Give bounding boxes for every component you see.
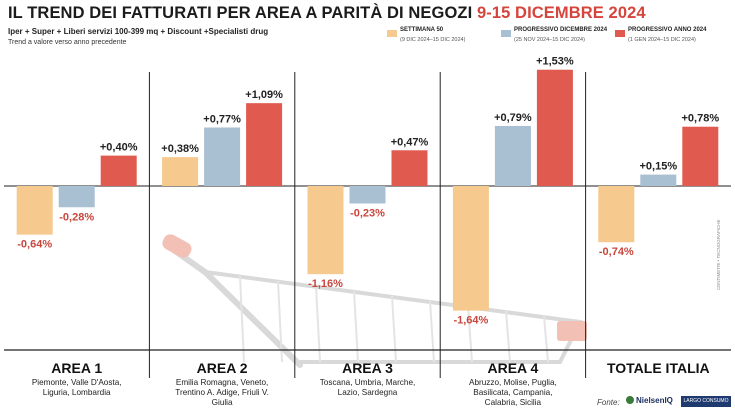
cart-illustration [162, 234, 587, 368]
cart-wire [543, 315, 549, 363]
bar [349, 186, 386, 204]
bar [640, 174, 677, 186]
bar-group [16, 69, 719, 311]
legend-swatch [387, 30, 397, 37]
value-label: +0,40% [100, 142, 138, 154]
category-regions: Piemonte, Valle D'Aosta, Liguria, Lombard… [32, 378, 122, 397]
bar [682, 126, 719, 186]
value-labels: -0,64% -0,28% +0,40% +0,38% +0,77% +1,09% -1,1… [17, 56, 719, 327]
category-regions: Emilia Romagna, Veneto, Trentino A. Adige… [175, 378, 269, 407]
value-label: -0,28% [59, 211, 94, 223]
category-label: AREA 2 [197, 360, 248, 376]
bar [204, 127, 241, 186]
legend-label: PROGRESSIVO ANNO 2024 [628, 27, 707, 33]
category-label: AREA 3 [342, 360, 393, 376]
cart-wire [239, 275, 245, 363]
category-labels: AREA 1 Piemonte, Valle D'Aosta, Liguria, L… [32, 360, 710, 407]
title-period: 9-15 DICEMBRE 2024 [476, 4, 646, 22]
category-label: AREA 1 [51, 360, 102, 376]
cart-wire [505, 310, 511, 363]
value-label: +0,47% [391, 136, 429, 148]
cart-wire [277, 280, 283, 363]
bar [246, 103, 283, 186]
category-label: AREA 4 [487, 360, 538, 376]
legend-period: (9 DIC 2024–15 DIC 2024) [400, 37, 466, 43]
value-label: +1,09% [245, 89, 283, 101]
chart-title: IL TREND DEI FATTURATI PER AREA A PARITÀ… [8, 4, 646, 23]
legend-period: (1 GEN 2024–15 DIC 2024) [628, 37, 696, 43]
chart-subtitle: Iper + Super + Liberi servizi 100-399 mq… [8, 27, 269, 36]
partner-logo: LARGO CONSUMO [681, 396, 731, 407]
bar [307, 186, 344, 275]
value-label: -1,64% [453, 315, 488, 327]
value-label: +0,77% [203, 113, 241, 125]
chart-note: Trend a valore verso anno precedente [8, 39, 127, 46]
bar [16, 186, 53, 235]
cart-bumper [557, 321, 587, 341]
value-label: -0,74% [599, 246, 634, 258]
cart-grip [162, 234, 192, 258]
legend-period: (25 NOV 2024–15 DIC 2024) [514, 37, 585, 43]
value-label: +1,53% [536, 56, 574, 68]
nielsen-dot-icon [626, 396, 634, 404]
bar [536, 69, 573, 186]
bar [162, 157, 199, 186]
cart-wire [391, 295, 397, 363]
legend-label: PROGRESSIVO DICEMBRE 2024 [514, 27, 608, 33]
value-label: -0,23% [350, 207, 385, 219]
bar [100, 155, 137, 186]
bar [452, 186, 489, 311]
bar [58, 186, 95, 208]
bar [391, 150, 428, 186]
legend-swatch [501, 30, 511, 37]
legend-label: SETTIMANA 50 [400, 27, 444, 33]
cart-wire [315, 285, 321, 363]
legend-swatch [615, 30, 625, 37]
value-label: -0,64% [17, 239, 52, 251]
cart-wire [429, 300, 435, 363]
cart-wire [467, 305, 473, 363]
category-regions: Toscana, Umbria, Marche, Lazio, Sardegna [320, 378, 416, 397]
credit-text: CENTIMETRI • TECNOGRAFICHE [716, 219, 721, 291]
value-label: -1,16% [308, 278, 343, 290]
value-label: +0,79% [494, 112, 532, 124]
value-label: +0,38% [161, 143, 199, 155]
category-regions: Abruzzo, Molise, Puglia, Basilicata, Camp… [469, 378, 557, 407]
category-label: TOTALE ITALIA [607, 360, 710, 376]
value-label: +0,78% [681, 113, 719, 125]
bar [494, 125, 531, 186]
source-logo: NielsenIQ [626, 396, 673, 405]
source-label: Fonte: [597, 398, 620, 407]
source-name: NielsenIQ [636, 396, 673, 405]
cart-wire [353, 290, 359, 363]
bar [598, 186, 635, 243]
title-main: IL TREND DEI FATTURATI PER AREA A PARITÀ… [8, 4, 473, 22]
value-label: +0,15% [639, 161, 677, 173]
